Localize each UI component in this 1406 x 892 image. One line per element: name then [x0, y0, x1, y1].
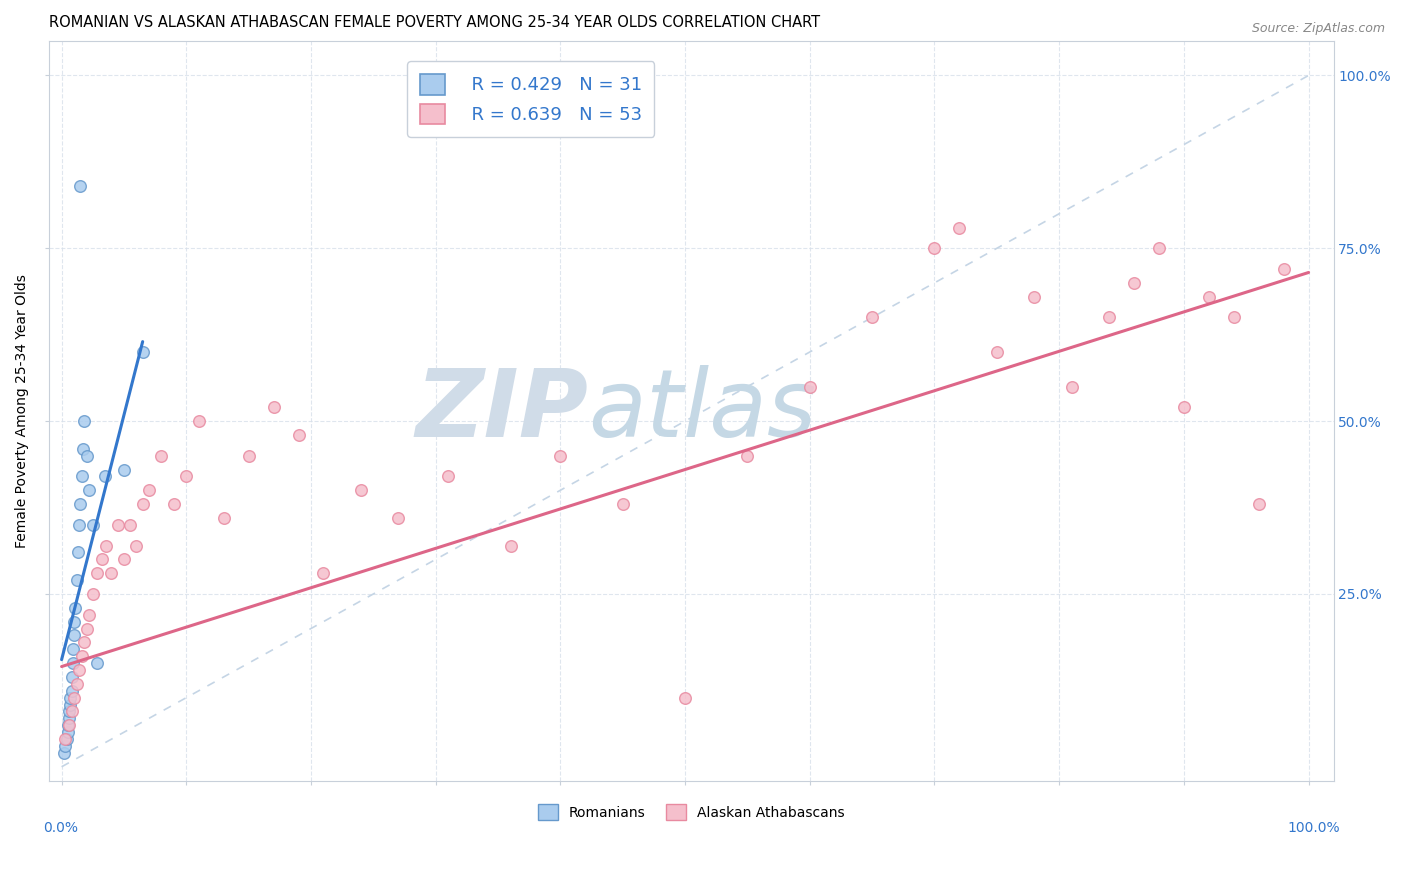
- Point: [107, 517, 129, 532]
- Point: [58, 711, 80, 725]
- Point: [799, 379, 821, 393]
- Point: [53, 732, 76, 747]
- Point: [287, 428, 309, 442]
- Point: [69, 497, 91, 511]
- Point: [737, 449, 759, 463]
- Point: [53, 739, 76, 753]
- Point: [56, 725, 79, 739]
- Point: [67, 663, 90, 677]
- Point: [673, 690, 696, 705]
- Text: ZIP: ZIP: [416, 365, 589, 457]
- Text: 0.0%: 0.0%: [42, 822, 77, 835]
- Point: [176, 469, 198, 483]
- Point: [63, 628, 86, 642]
- Text: atlas: atlas: [589, 365, 817, 456]
- Point: [550, 449, 572, 463]
- Point: [73, 635, 96, 649]
- Point: [163, 497, 186, 511]
- Point: [65, 573, 87, 587]
- Point: [138, 483, 160, 498]
- Point: [499, 539, 522, 553]
- Point: [212, 511, 235, 525]
- Point: [112, 462, 135, 476]
- Point: [948, 220, 970, 235]
- Point: [56, 718, 79, 732]
- Point: [58, 718, 80, 732]
- Point: [58, 705, 80, 719]
- Point: [150, 449, 173, 463]
- Legend: Romanians, Alaskan Athabascans: Romanians, Alaskan Athabascans: [533, 798, 851, 825]
- Point: [1272, 262, 1295, 277]
- Text: 100.0%: 100.0%: [1288, 822, 1340, 835]
- Point: [90, 552, 112, 566]
- Point: [1024, 290, 1046, 304]
- Point: [1060, 379, 1083, 393]
- Point: [263, 401, 285, 415]
- Point: [59, 698, 82, 712]
- Point: [69, 179, 91, 194]
- Point: [86, 656, 108, 670]
- Point: [1247, 497, 1270, 511]
- Point: [350, 483, 373, 498]
- Point: [76, 449, 98, 463]
- Point: [73, 414, 96, 428]
- Point: [76, 622, 98, 636]
- Point: [187, 414, 209, 428]
- Point: [860, 310, 883, 325]
- Point: [125, 539, 148, 553]
- Point: [60, 683, 83, 698]
- Point: [1098, 310, 1121, 325]
- Point: [100, 566, 122, 581]
- Point: [1173, 401, 1195, 415]
- Point: [82, 587, 104, 601]
- Point: [67, 517, 90, 532]
- Point: [77, 607, 100, 622]
- Point: [62, 642, 84, 657]
- Point: [1147, 241, 1170, 255]
- Point: [1198, 290, 1220, 304]
- Text: ROMANIAN VS ALASKAN ATHABASCAN FEMALE POVERTY AMONG 25-34 YEAR OLDS CORRELATION : ROMANIAN VS ALASKAN ATHABASCAN FEMALE PO…: [49, 15, 820, 30]
- Point: [66, 545, 89, 559]
- Point: [65, 677, 87, 691]
- Point: [612, 497, 634, 511]
- Point: [59, 690, 82, 705]
- Y-axis label: Female Poverty Among 25-34 Year Olds: Female Poverty Among 25-34 Year Olds: [15, 274, 30, 548]
- Point: [60, 670, 83, 684]
- Point: [986, 345, 1008, 359]
- Point: [65, 600, 87, 615]
- Point: [77, 483, 100, 498]
- Point: [94, 469, 117, 483]
- Point: [63, 690, 86, 705]
- Point: [924, 241, 946, 255]
- Point: [312, 566, 335, 581]
- Point: [60, 705, 83, 719]
- Point: [82, 517, 104, 532]
- Point: [1123, 276, 1146, 290]
- Point: [70, 649, 93, 664]
- Point: [86, 566, 108, 581]
- Point: [437, 469, 460, 483]
- Point: [1222, 310, 1244, 325]
- Point: [63, 615, 86, 629]
- Point: [96, 539, 118, 553]
- Point: [120, 517, 142, 532]
- Point: [387, 511, 409, 525]
- Point: [62, 656, 84, 670]
- Point: [72, 442, 94, 456]
- Point: [53, 746, 76, 760]
- Text: Source: ZipAtlas.com: Source: ZipAtlas.com: [1251, 22, 1385, 36]
- Point: [238, 449, 260, 463]
- Point: [112, 552, 135, 566]
- Point: [55, 732, 77, 747]
- Point: [70, 469, 93, 483]
- Point: [131, 345, 153, 359]
- Point: [131, 497, 153, 511]
